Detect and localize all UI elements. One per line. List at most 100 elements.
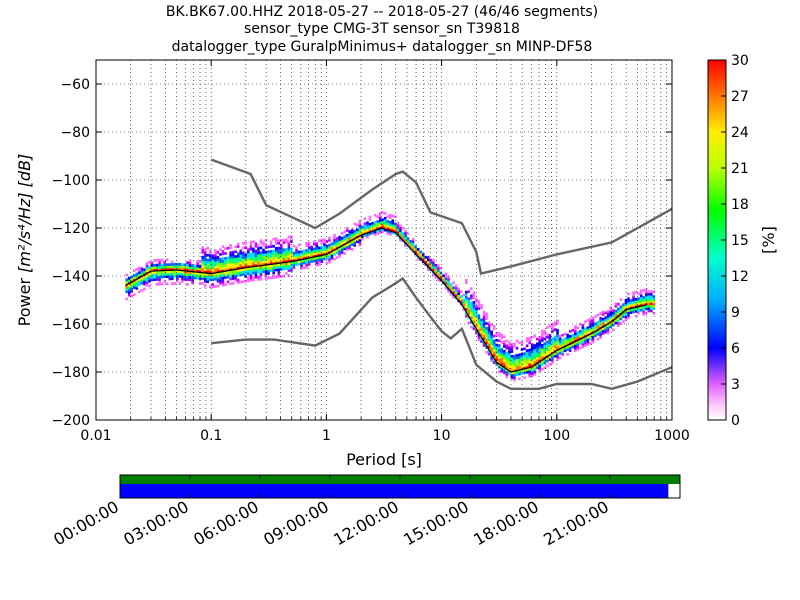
- psd-cell: [432, 263, 435, 267]
- psd-cell: [353, 222, 357, 226]
- psd-cell: [447, 285, 450, 288]
- psd-cell: [143, 280, 146, 284]
- psd-cell: [216, 270, 220, 273]
- psd-cell: [229, 258, 232, 262]
- psd-cell: [282, 241, 286, 244]
- psd-cell: [211, 259, 215, 262]
- psd-cell: [203, 284, 207, 288]
- psd-cell: [340, 251, 344, 254]
- psd-cell: [637, 304, 640, 308]
- psd-cell: [160, 270, 164, 274]
- psd-cell: [350, 247, 354, 251]
- psd-cell: [546, 333, 549, 337]
- psd-cell: [216, 279, 220, 283]
- psd-cell: [485, 341, 488, 345]
- psd-cell: [267, 252, 270, 256]
- psd-cell: [513, 361, 516, 365]
- psd-cell: [252, 247, 255, 251]
- psd-cell: [439, 271, 443, 275]
- psd-cell: [581, 331, 585, 334]
- psd-cell: [525, 370, 529, 374]
- psd-cell: [505, 373, 509, 376]
- psd-cell: [404, 234, 407, 238]
- psd-cell: [165, 263, 169, 266]
- psd-cell: [158, 263, 161, 267]
- psd-cell: [201, 260, 204, 264]
- psd-cell: [500, 341, 504, 344]
- psd-cell: [269, 240, 273, 244]
- psd-cell: [292, 256, 296, 260]
- psd-cell: [535, 356, 539, 360]
- psd-cell: [508, 350, 511, 354]
- psd-cell: [209, 268, 212, 272]
- psd-cell: [523, 354, 526, 358]
- psd-cell: [513, 357, 516, 360]
- psd-cell: [629, 301, 633, 305]
- psd-cell: [383, 212, 387, 215]
- psd-cell: [619, 310, 623, 313]
- psd-cell: [437, 278, 440, 282]
- psd-cell: [530, 374, 534, 378]
- psd-cell: [130, 282, 134, 286]
- psd-cell: [632, 308, 635, 311]
- psd-cell: [274, 275, 278, 279]
- psd-cell: [515, 373, 519, 376]
- psd-cell: [477, 307, 481, 310]
- psd-cell: [244, 272, 248, 276]
- psd-cell: [492, 339, 496, 343]
- psd-cell: [335, 244, 339, 248]
- psd-cell: [513, 354, 516, 358]
- psd-cell: [551, 349, 554, 352]
- psd-cell: [523, 361, 526, 365]
- psd-cell: [462, 308, 466, 311]
- psd-cell: [348, 244, 351, 248]
- psd-cell: [224, 273, 227, 277]
- psd-cell: [381, 228, 384, 231]
- psd-cell: [381, 225, 384, 229]
- psd-cell: [295, 246, 298, 250]
- psd-cell: [234, 245, 237, 249]
- psd-cell: [599, 321, 602, 325]
- psd-cell: [287, 240, 291, 244]
- psd-cell: [386, 215, 389, 218]
- psd-cell: [452, 295, 455, 299]
- psd-cell: [548, 358, 552, 361]
- psd-cell: [492, 334, 496, 338]
- psd-cell: [181, 263, 184, 266]
- psd-cell: [454, 291, 458, 295]
- psd-cell: [158, 273, 161, 276]
- psd-cell: [520, 348, 524, 351]
- psd-cell: [505, 351, 509, 355]
- psd-cell: [338, 243, 341, 246]
- psd-cell: [470, 294, 473, 298]
- psd-cell: [338, 247, 341, 251]
- psd-cell: [363, 222, 367, 225]
- psd-cell: [399, 224, 402, 228]
- psd-cell: [642, 310, 645, 314]
- psd-cell: [340, 246, 344, 250]
- psd-cell: [135, 282, 139, 285]
- psd-cell: [247, 260, 250, 263]
- psd-cell: [148, 279, 151, 283]
- psd-cell: [487, 350, 491, 354]
- psd-cell: [604, 321, 607, 324]
- psd-cell: [254, 268, 258, 272]
- psd-cell: [437, 273, 440, 277]
- psd-cell: [320, 241, 324, 244]
- psd-cell: [601, 329, 605, 333]
- psd-cell: [363, 227, 367, 230]
- colorbar-tick-label: 15: [731, 233, 749, 249]
- psd-cell: [257, 263, 260, 267]
- psd-cell: [358, 238, 362, 242]
- psd-cell: [492, 349, 496, 352]
- psd-cell: [196, 269, 199, 273]
- psd-cell: [485, 314, 488, 318]
- psd-cell: [584, 320, 587, 324]
- psd-cell: [477, 338, 481, 342]
- psd-cell: [465, 302, 468, 306]
- psd-cell: [394, 215, 397, 219]
- psd-cell: [320, 255, 324, 259]
- psd-cell: [465, 278, 468, 282]
- psd-cell: [345, 229, 349, 232]
- psd-cell: [528, 372, 531, 376]
